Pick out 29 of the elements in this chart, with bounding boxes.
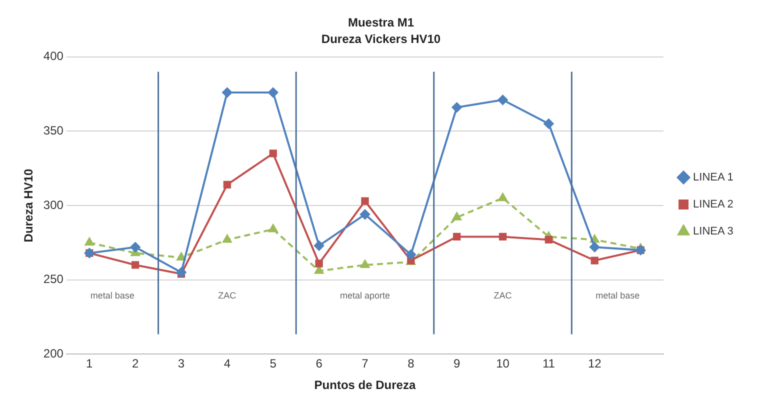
legend-label: LINEA 2 [693,198,734,211]
x-tick-label: 9 [454,356,460,371]
chart-title: Muestra M1 [348,16,414,30]
annotation: ZAC [218,290,237,301]
y-tick-label: 200 [43,346,64,361]
x-tick-label: 3 [178,356,185,371]
y-tick-label: 250 [43,272,64,286]
annotation: ZAC [494,290,512,301]
x-tick-label: 4 [224,356,231,371]
chart-subtitle: Dureza Vickers HV10 [321,32,441,46]
x-tick-label: 2 [132,356,139,371]
x-tick-label: 8 [408,356,415,371]
y-tick-label: 300 [43,198,64,212]
x-tick-label: 1 [86,356,94,371]
x-tick-label: 11 [542,356,556,371]
x-axis-title: Puntos de Dureza [314,378,416,392]
y-tick-label: 400 [43,49,64,64]
x-tick-label: 5 [270,356,277,371]
y-axis-title: Dureza HV10 [22,168,36,242]
legend-label: LINEA 3 [693,226,734,238]
annotation: metal base [90,290,134,301]
legend-label: LINEA 1 [693,172,734,184]
x-tick-label: 12 [588,356,602,371]
x-tick-label: 6 [316,356,323,371]
x-tick-label: 7 [362,356,369,371]
x-tick-label: 10 [496,356,510,371]
annotation: metal base [596,290,640,301]
y-tick-label: 350 [43,123,64,138]
annotation: metal aporte [340,290,390,301]
